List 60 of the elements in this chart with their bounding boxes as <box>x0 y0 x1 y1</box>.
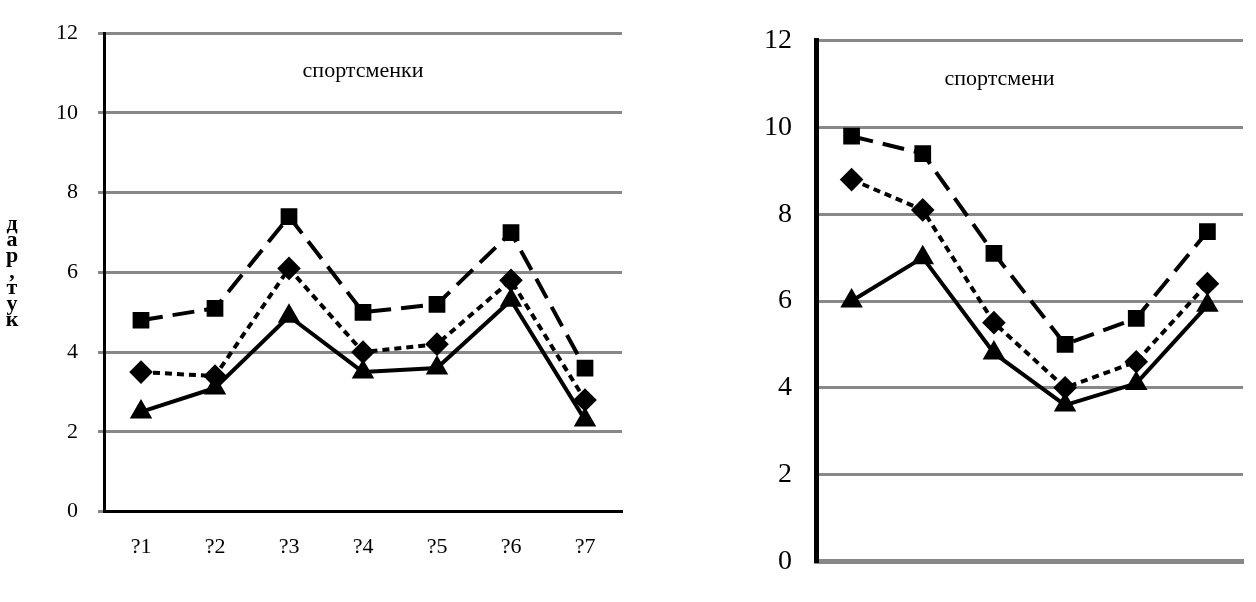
point <box>576 359 594 377</box>
point <box>279 305 299 323</box>
point <box>1197 294 1218 312</box>
point <box>280 208 298 225</box>
point <box>354 303 372 321</box>
y-tick-label: 12 <box>56 18 78 44</box>
point <box>985 244 1003 262</box>
y-tick-label: 10 <box>56 98 78 124</box>
point <box>911 198 934 221</box>
y-tick-label: 4 <box>778 370 792 402</box>
y-tick-label: 12 <box>764 23 792 55</box>
point <box>843 127 860 145</box>
y-tick-label: 8 <box>778 196 792 228</box>
y-tick-label: 6 <box>778 283 792 315</box>
point <box>130 361 152 384</box>
point <box>982 311 1005 334</box>
point <box>428 295 446 313</box>
y-tick-label: 2 <box>778 456 792 488</box>
x-tick-label: ?1 <box>130 532 152 558</box>
point <box>1199 223 1216 240</box>
text: спортсменки <box>302 56 424 82</box>
point <box>984 342 1004 360</box>
point <box>841 290 862 308</box>
point <box>426 333 448 356</box>
point <box>132 311 150 329</box>
x-tick-label: ?7 <box>574 532 596 558</box>
point <box>1126 372 1147 390</box>
y-tick-label: 0 <box>67 497 78 523</box>
point <box>131 400 151 419</box>
point <box>1196 272 1219 295</box>
point <box>1056 336 1074 353</box>
x-tick-label: ?5 <box>426 532 448 558</box>
text: спортсмени <box>944 64 1055 90</box>
y-tick-label: 10 <box>764 109 792 141</box>
point <box>206 299 224 317</box>
point <box>278 257 300 280</box>
point <box>500 269 522 292</box>
x-tick-label: ?3 <box>278 532 300 558</box>
y-tick-label: 2 <box>67 417 78 443</box>
point <box>914 145 932 162</box>
point <box>1127 309 1145 327</box>
point <box>501 289 521 307</box>
y-axis-title: дар,тук <box>5 210 19 332</box>
x-tick-label: ?4 <box>352 532 374 558</box>
point <box>840 168 863 191</box>
x-tick-label: ?6 <box>500 532 522 558</box>
point <box>502 224 520 241</box>
point <box>575 408 595 427</box>
y-tick-label: 4 <box>67 337 78 363</box>
point <box>1054 376 1077 399</box>
point <box>574 388 596 411</box>
point <box>427 357 447 375</box>
point <box>1125 350 1148 373</box>
point <box>1055 394 1075 412</box>
y-tick-label: 8 <box>67 178 78 204</box>
point <box>353 361 373 379</box>
y-tick-label: 0 <box>778 543 792 575</box>
y-tick-label: 6 <box>67 258 78 284</box>
x-tick-label: ?2 <box>204 532 226 558</box>
point <box>352 341 374 364</box>
